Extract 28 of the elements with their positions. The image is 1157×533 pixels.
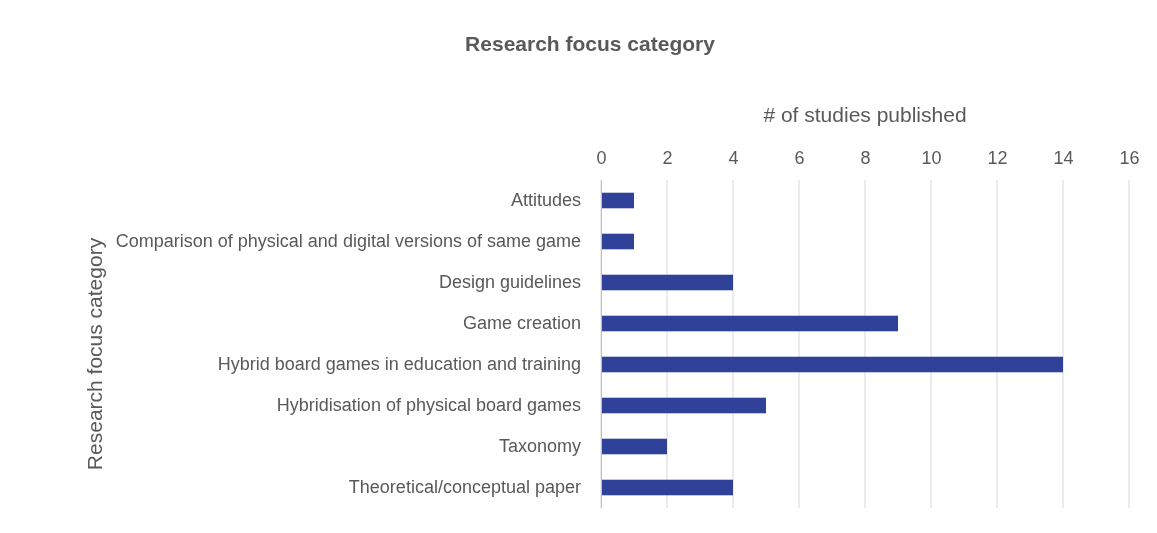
bar (601, 274, 733, 291)
y-tick-label: Game creation (462, 313, 581, 334)
x-tick-label: 6 (794, 148, 805, 168)
bar (601, 438, 667, 455)
x-axis-title: # of studies published (763, 103, 967, 126)
y-tick-label: Design guidelines (438, 272, 581, 293)
x-tick-label: 14 (1053, 148, 1074, 168)
x-tick-label: 4 (728, 148, 739, 168)
y-tick-label: Taxonomy (498, 436, 581, 457)
y-tick-label: Comparison of physical and digital versions of same game (115, 231, 581, 252)
x-tick-label: 12 (987, 148, 1008, 168)
chart-title: Research focus category (465, 32, 716, 55)
y-tick-label: Hybridisation of physical board games (276, 395, 581, 416)
bar (601, 233, 634, 250)
y-tick-label: Hybrid board games in education and training (217, 354, 581, 375)
bar (601, 397, 766, 414)
x-tick-label: 0 (596, 148, 607, 168)
bar (601, 315, 898, 332)
x-tick-label: 2 (662, 148, 673, 168)
y-tick-label: Attitudes (510, 190, 581, 211)
y-tick-label: Theoretical/conceptual paper (348, 477, 581, 498)
y-axis-title: Research focus category (82, 237, 106, 471)
x-tick-label: 10 (921, 148, 942, 168)
x-tick-label: 16 (1119, 148, 1140, 168)
x-tick-label: 8 (860, 148, 871, 168)
bar (601, 192, 634, 209)
bar (601, 356, 1063, 373)
bar (601, 479, 733, 496)
